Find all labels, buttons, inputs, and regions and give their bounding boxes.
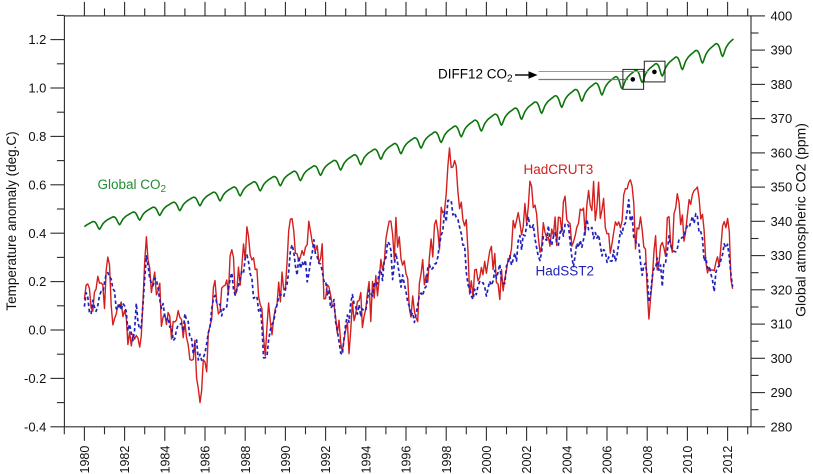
svg-text:400: 400 bbox=[771, 9, 793, 24]
svg-text:HadSST2: HadSST2 bbox=[536, 264, 595, 279]
svg-text:1990: 1990 bbox=[279, 446, 293, 474]
svg-text:-0.4: -0.4 bbox=[24, 419, 46, 434]
svg-text:0.8: 0.8 bbox=[28, 129, 46, 144]
svg-text:DIFF12 CO2: DIFF12 CO2 bbox=[438, 67, 513, 85]
svg-text:Global atmospheric CO2 (ppm): Global atmospheric CO2 (ppm) bbox=[793, 123, 809, 317]
svg-text:310: 310 bbox=[771, 317, 793, 332]
svg-text:Temperature anomaly (deg.C): Temperature anomaly (deg.C) bbox=[4, 131, 19, 310]
svg-text:2008: 2008 bbox=[641, 446, 655, 474]
svg-text:360: 360 bbox=[771, 146, 793, 161]
svg-text:2002: 2002 bbox=[520, 446, 534, 474]
svg-text:HadCRUT3: HadCRUT3 bbox=[524, 162, 594, 177]
svg-text:1984: 1984 bbox=[158, 446, 172, 474]
svg-text:300: 300 bbox=[771, 351, 793, 366]
svg-text:1980: 1980 bbox=[78, 446, 92, 474]
svg-text:0.0: 0.0 bbox=[28, 323, 46, 338]
svg-text:2006: 2006 bbox=[601, 446, 615, 474]
svg-text:2004: 2004 bbox=[560, 446, 574, 474]
svg-text:1982: 1982 bbox=[118, 446, 132, 474]
svg-text:1.2: 1.2 bbox=[28, 32, 46, 47]
svg-text:350: 350 bbox=[771, 180, 793, 195]
svg-text:390: 390 bbox=[771, 43, 793, 58]
svg-text:370: 370 bbox=[771, 111, 793, 126]
svg-text:320: 320 bbox=[771, 282, 793, 297]
svg-text:1.0: 1.0 bbox=[28, 81, 46, 96]
svg-text:0.6: 0.6 bbox=[28, 177, 46, 192]
svg-text:1986: 1986 bbox=[199, 446, 213, 474]
svg-text:1988: 1988 bbox=[239, 446, 253, 474]
svg-text:2012: 2012 bbox=[721, 446, 735, 474]
svg-text:340: 340 bbox=[771, 214, 793, 229]
svg-text:2000: 2000 bbox=[480, 446, 494, 474]
svg-text:0.2: 0.2 bbox=[28, 274, 46, 289]
svg-text:1992: 1992 bbox=[319, 446, 333, 474]
svg-text:330: 330 bbox=[771, 248, 793, 263]
svg-text:1994: 1994 bbox=[359, 446, 373, 474]
svg-text:380: 380 bbox=[771, 77, 793, 92]
svg-text:1996: 1996 bbox=[400, 446, 414, 474]
svg-text:-0.2: -0.2 bbox=[24, 371, 46, 386]
svg-text:2010: 2010 bbox=[681, 446, 695, 474]
svg-text:0.4: 0.4 bbox=[28, 226, 46, 241]
svg-text:1998: 1998 bbox=[440, 446, 454, 474]
svg-text:280: 280 bbox=[771, 419, 793, 434]
svg-text:290: 290 bbox=[771, 385, 793, 400]
svg-text:Global CO2: Global CO2 bbox=[98, 177, 167, 195]
